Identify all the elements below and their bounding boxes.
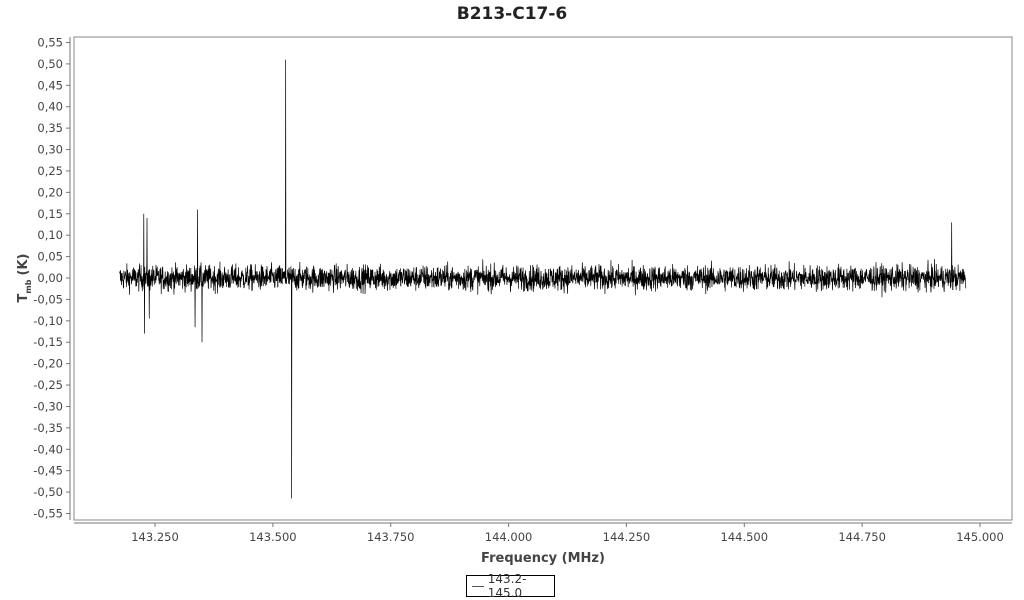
x-tick-label: 143.250 [131,530,179,544]
y-tick-label: 0,10 [37,228,63,242]
y-tick-label: -0,30 [33,399,63,413]
legend: 143.2-145.0 [466,572,555,600]
y-tick-label: -0,10 [33,314,63,328]
y-axis-label-unit: (K) [16,254,31,276]
plot-frame [73,36,1013,521]
y-tick-label: 0,45 [37,78,63,92]
y-tick-label: 0,55 [37,36,63,50]
x-tick-label: 145.000 [956,530,1004,544]
x-tick-label: 144.750 [838,530,886,544]
y-tick-label: -0,35 [33,421,63,435]
x-tick-label: 144.250 [603,530,651,544]
y-tick-label: 0,15 [37,207,63,221]
legend-label: 143.2-145.0 [487,572,527,600]
y-tick-label: -0,15 [33,335,63,349]
y-tick-label: -0,05 [33,292,63,306]
y-tick-label: 0,40 [37,100,63,114]
legend-swatch [472,585,484,587]
y-tick-label: 0,30 [37,143,63,157]
x-tick-label: 143.500 [249,530,297,544]
y-tick-label: -0,25 [33,378,63,392]
y-tick-label: -0,55 [33,507,63,521]
y-axis-label-sub: mb [24,279,33,293]
y-tick-label: 0,20 [37,185,63,199]
y-tick-label: 0,35 [37,121,63,135]
y-tick-label: 0,25 [37,164,63,178]
x-tick-label: 143.750 [367,530,415,544]
y-tick-label: 0,00 [37,271,63,285]
y-tick-label: -0,40 [33,442,63,456]
y-axis-label-main: T [16,293,31,302]
chart-title: B213-C17-6 [456,4,568,24]
y-tick-label: -0,50 [33,485,63,499]
y-tick-label: 0,50 [37,57,63,71]
y-tick-label: -0,45 [33,464,63,478]
x-tick-label: 144.500 [721,530,769,544]
y-tick-label: -0,20 [33,357,63,371]
series-line-143-2-145-0 [119,59,967,499]
x-tick-label: 144.000 [485,530,533,544]
x-axis-label: Frequency (MHz) [481,551,605,566]
y-tick-label: 0,05 [37,250,63,264]
y-axis-label: Tmb (K) [16,254,33,303]
